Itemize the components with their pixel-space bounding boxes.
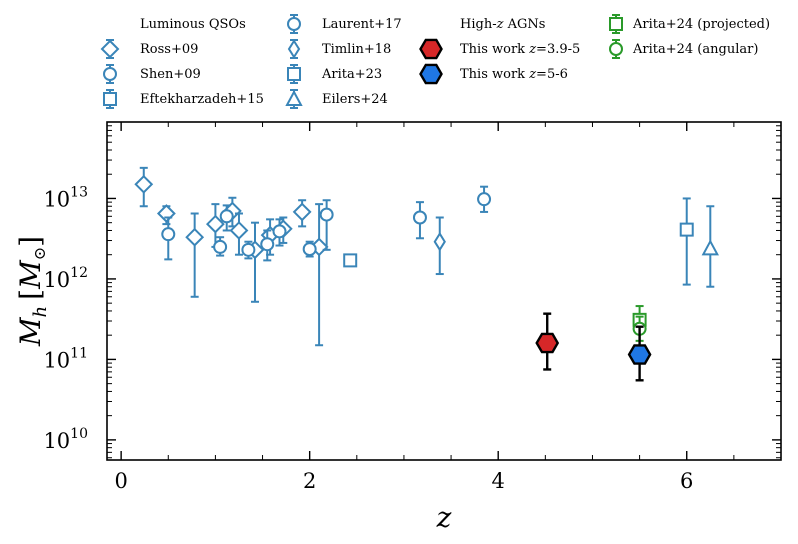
- point-this-work-z-3-9-5: [535, 332, 560, 354]
- legend-marker-arita24-angular-symbol: [609, 42, 623, 56]
- data-marks: [134, 166, 719, 382]
- y-tick-label: 1013: [43, 184, 88, 211]
- point-timlin-18: [433, 231, 446, 252]
- point-eilers-24: [701, 239, 719, 256]
- series-shen-09: [161, 199, 334, 262]
- legend-this-work-z56: This work z=5-6: [460, 67, 568, 82]
- legend-marker-eftekharzadeh15: [103, 89, 117, 109]
- legend: Luminous QSOs Ross+09 Shen+09 Eftekharza…: [100, 14, 770, 109]
- legend-shen09: Shen+09: [140, 67, 201, 82]
- legend-marker-this-work-z39-symbol: [419, 38, 443, 60]
- legend-marker-ross09: [100, 39, 120, 59]
- legend-marker-arita24-projected: [609, 14, 623, 34]
- point-arita-23: [679, 222, 694, 237]
- point-laurent-17: [477, 192, 492, 207]
- x-tick-label: 0: [114, 469, 127, 493]
- point-ross-09: [185, 227, 205, 247]
- legend-marker-eilers24: [285, 89, 303, 109]
- point-shen-09: [241, 242, 256, 257]
- legend-marker-this-work-z39: [419, 38, 443, 60]
- y-tick-label: 1012: [43, 265, 88, 292]
- x-tick-label: 4: [492, 469, 505, 493]
- series-eilers-24: [701, 205, 719, 288]
- point-shen-09: [161, 227, 176, 242]
- legend-marker-laurent17-symbol: [287, 17, 301, 31]
- legend-eftekharzadeh15: Eftekharzadeh+15: [140, 92, 264, 107]
- legend-arita24-projected: Arita+24 (projected): [632, 17, 770, 32]
- point-ross-09: [229, 221, 249, 240]
- legend-marker-shen09: [103, 64, 117, 84]
- legend-laurent17: Laurent+17: [322, 17, 402, 32]
- x-axis-title: z: [436, 501, 452, 534]
- legend-marker-this-work-z56: [419, 63, 443, 85]
- series-laurent-17: [412, 185, 492, 240]
- y-tick-label: 1011: [43, 345, 88, 372]
- axes: 0 2 4 6 1010 1011 1012 1013: [43, 122, 782, 493]
- series-this-work-z-3-9-5: [535, 312, 560, 371]
- point-shen-09: [213, 239, 228, 254]
- point-shen-09: [219, 209, 234, 224]
- legend-marker-arita24-angular: [609, 39, 623, 59]
- legend-marker-arita24-projected-symbol: [609, 17, 623, 31]
- y-tick-label: 1010: [43, 426, 88, 453]
- series-this-work-z-5-6: [627, 325, 652, 382]
- legend-marker-laurent17: [287, 14, 301, 34]
- legend-marker-timlin18: [287, 39, 301, 59]
- legend-ross09: Ross+09: [140, 42, 198, 57]
- legend-group-luminous: Luminous QSOs: [140, 17, 246, 32]
- series-timlin-18: [433, 216, 446, 276]
- point-ross-09: [134, 174, 154, 194]
- legend-marker-shen09-symbol: [103, 67, 117, 81]
- point-ross-09: [205, 214, 225, 234]
- y-axis-title: Mh[M⊙]: [14, 236, 51, 347]
- legend-marker-eftekharzadeh15-symbol: [103, 92, 117, 106]
- point-shen-09: [302, 242, 317, 257]
- point-laurent-17: [412, 210, 427, 225]
- series-ross-09: [134, 166, 329, 347]
- legend-marker-arita23: [287, 64, 301, 84]
- legend-timlin18: Timlin+18: [322, 42, 391, 57]
- series-eftekharzadeh-15: [343, 253, 358, 268]
- point-this-work-z-5-6: [627, 344, 652, 365]
- point-ross-09: [156, 204, 176, 223]
- point-shen-09: [272, 224, 287, 239]
- legend-arita23: Arita+23: [321, 67, 382, 82]
- plot-frame: [106, 121, 782, 461]
- legend-markers: [100, 14, 623, 109]
- legend-group-highz: High-z AGNs: [460, 17, 545, 32]
- legend-marker-this-work-z56-symbol: [419, 63, 443, 85]
- x-tick-label: 6: [680, 469, 693, 493]
- legend-marker-arita23-symbol: [287, 67, 301, 81]
- point-ross-09: [292, 202, 312, 222]
- legend-arita24-angular: Arita+24 (angular): [632, 42, 758, 57]
- legend-marker-timlin18-symbol: [287, 39, 301, 59]
- x-tick-label: 2: [303, 469, 316, 493]
- svg-text:Mh[M⊙]: Mh[M⊙]: [14, 236, 51, 347]
- series-arita-23: [679, 197, 694, 286]
- point-shen-09: [319, 207, 334, 222]
- legend-marker-eilers24-symbol: [285, 89, 303, 106]
- legend-this-work-z39: This work z=3.9-5: [460, 42, 580, 57]
- point-eftekharzadeh-15: [343, 253, 358, 268]
- legend-eilers24: Eilers+24: [322, 92, 388, 107]
- point-shen-09: [260, 237, 275, 252]
- legend-marker-ross09-symbol: [100, 39, 120, 59]
